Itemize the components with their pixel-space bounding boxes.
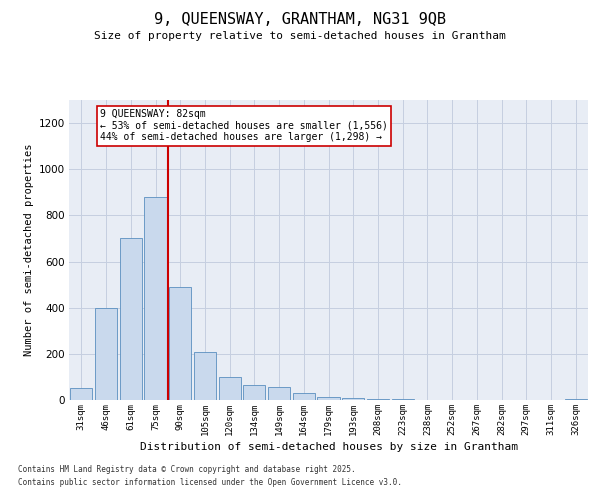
Bar — [169, 287, 191, 400]
Bar — [145, 197, 167, 400]
Text: Contains public sector information licensed under the Open Government Licence v3: Contains public sector information licen… — [18, 478, 402, 487]
Text: 9, QUEENSWAY, GRANTHAM, NG31 9QB: 9, QUEENSWAY, GRANTHAM, NG31 9QB — [154, 12, 446, 28]
Text: Contains HM Land Registry data © Crown copyright and database right 2025.: Contains HM Land Registry data © Crown c… — [18, 466, 356, 474]
Bar — [317, 396, 340, 400]
Text: 9 QUEENSWAY: 82sqm
← 53% of semi-detached houses are smaller (1,556)
44% of semi: 9 QUEENSWAY: 82sqm ← 53% of semi-detache… — [100, 109, 388, 142]
Y-axis label: Number of semi-detached properties: Number of semi-detached properties — [25, 144, 34, 356]
Bar — [194, 352, 216, 400]
Bar — [293, 393, 315, 400]
Bar — [243, 385, 265, 400]
Bar — [218, 377, 241, 400]
Bar — [565, 399, 587, 400]
X-axis label: Distribution of semi-detached houses by size in Grantham: Distribution of semi-detached houses by … — [139, 442, 517, 452]
Bar — [268, 388, 290, 400]
Bar — [367, 399, 389, 400]
Bar — [95, 308, 117, 400]
Bar — [119, 238, 142, 400]
Bar — [342, 398, 364, 400]
Bar — [70, 388, 92, 400]
Text: Size of property relative to semi-detached houses in Grantham: Size of property relative to semi-detach… — [94, 31, 506, 41]
